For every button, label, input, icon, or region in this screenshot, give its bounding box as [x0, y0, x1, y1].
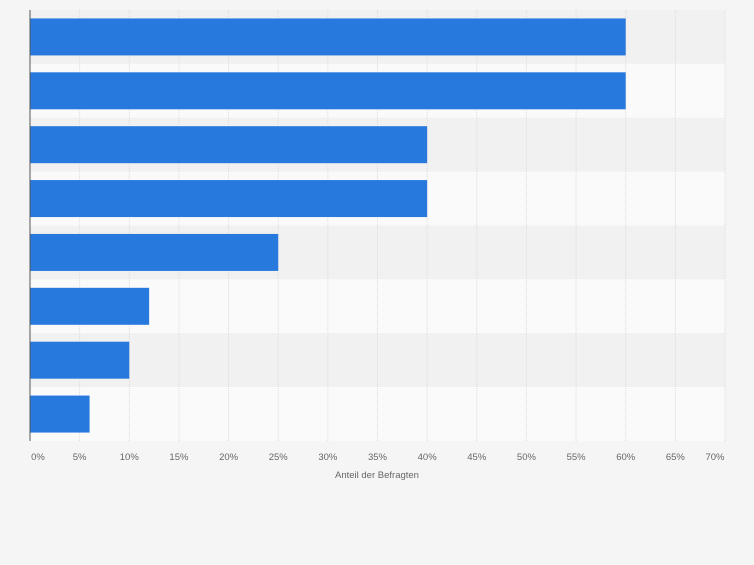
bar[interactable] — [30, 18, 626, 56]
x-tick-label: 40% — [418, 452, 438, 463]
x-tick-labels: 0% 5% 10% 15% 20% 25% 30% 35% 40% 45% 50% 55% 60% 65%… — [31, 452, 725, 463]
x-tick-label: 30% — [318, 452, 338, 463]
bar[interactable] — [30, 72, 626, 110]
x-tick-label: 15% — [169, 452, 189, 463]
x-tick-label: 65% — [666, 452, 686, 463]
bar[interactable] — [30, 395, 90, 433]
x-tick-label: 20% — [219, 452, 239, 463]
bar[interactable] — [30, 233, 279, 271]
x-tick-label: 25% — [269, 452, 289, 463]
x-tick-label: 0% — [31, 452, 45, 463]
x-tick-label: 60% — [616, 452, 636, 463]
x-tick-label: 10% — [120, 452, 140, 463]
bars — [30, 18, 626, 433]
x-tick-label: 45% — [467, 452, 487, 463]
x-tick-label: 55% — [567, 452, 587, 463]
bar[interactable] — [30, 287, 150, 325]
x-tick-label: 50% — [517, 452, 537, 463]
x-tick-label: 35% — [368, 452, 388, 463]
x-axis-title: Anteil der Befragten — [335, 470, 419, 481]
bar[interactable] — [30, 126, 428, 164]
x-tick-label: 70% — [705, 452, 725, 463]
x-tick-label: 5% — [73, 452, 87, 463]
bar[interactable] — [30, 341, 130, 379]
bar[interactable] — [30, 180, 428, 218]
